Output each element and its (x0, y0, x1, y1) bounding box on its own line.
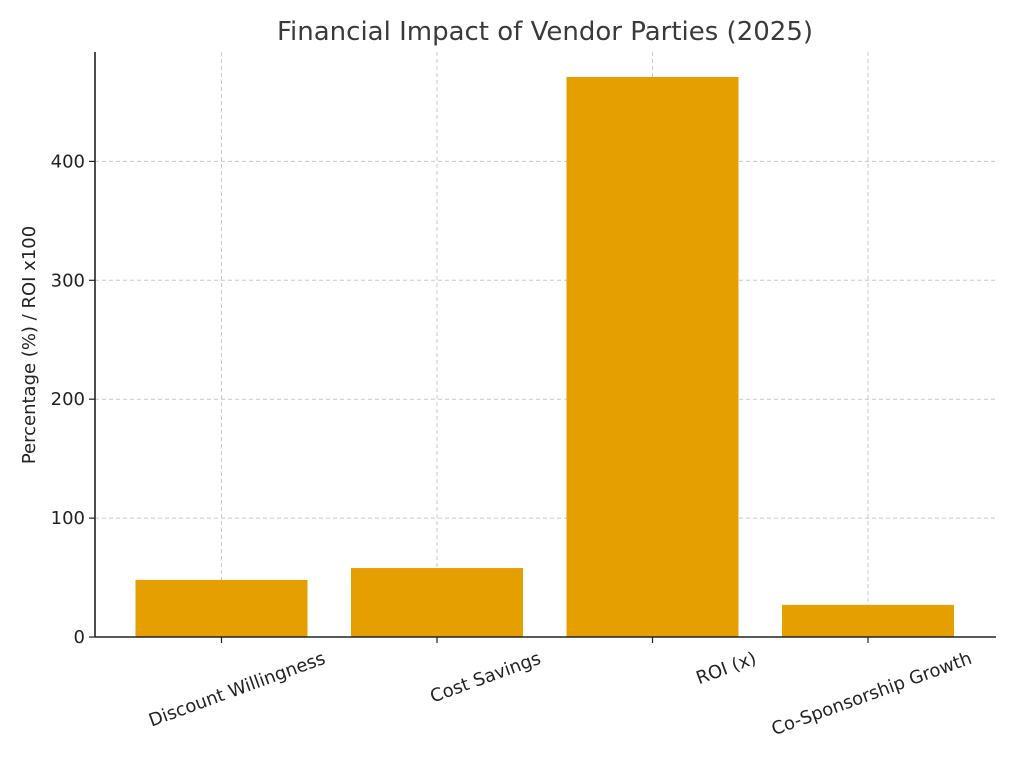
y-tick-label: 200 (51, 389, 85, 410)
x-ticks: Discount Willingness Cost Savings ROI (x) C… (146, 637, 975, 740)
y-tick-label: 400 (51, 151, 85, 172)
y-axis-label: Percentage (%) / ROI x100 (19, 226, 40, 464)
bar-0 (135, 579, 308, 637)
y-tick-label: 100 (51, 508, 85, 529)
y-tick-label: 0 (74, 627, 85, 648)
x-tick-label: ROI (x) (693, 648, 759, 689)
bar-2 (566, 76, 739, 638)
chart-title: Financial Impact of Vendor Parties (2025… (277, 17, 813, 47)
bar-1 (351, 568, 523, 637)
x-tick-label: Co-Sponsorship Growth (769, 648, 975, 740)
x-tick-label: Cost Savings (427, 648, 543, 707)
bar-3 (782, 604, 954, 637)
bars (135, 76, 954, 638)
x-tick-label: Discount Willingness (146, 648, 328, 731)
gridlines (95, 52, 996, 637)
y-ticks: 0 100 200 300 400 (51, 151, 95, 648)
y-tick-label: 300 (51, 270, 85, 291)
axes (94, 52, 996, 638)
